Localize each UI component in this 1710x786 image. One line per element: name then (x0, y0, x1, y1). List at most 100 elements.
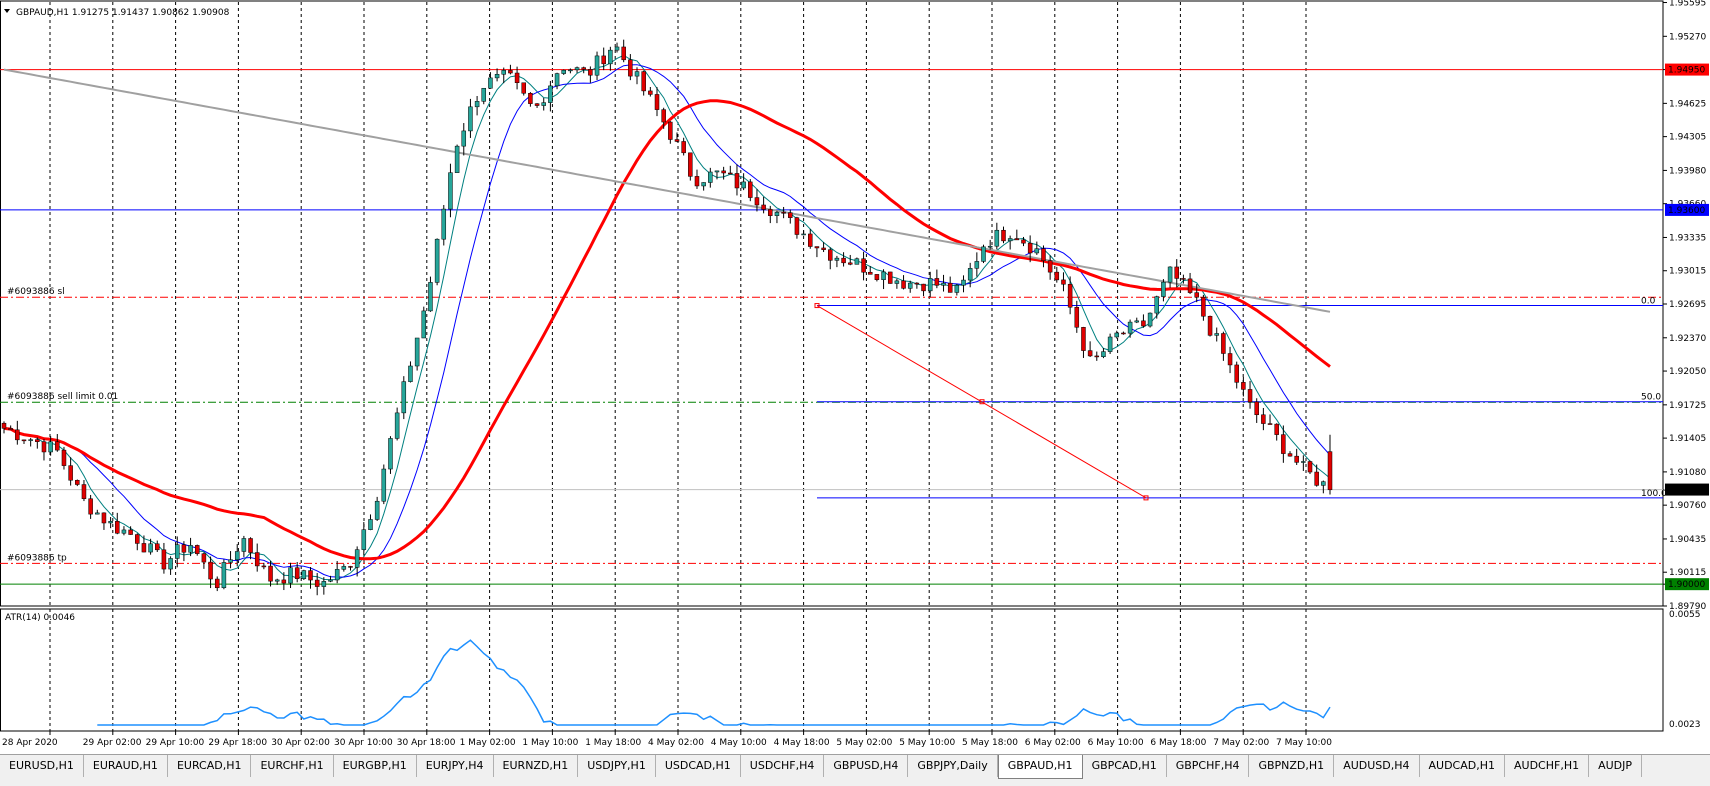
bear-candle (1247, 389, 1253, 403)
time-label: 28 Apr 2020 (2, 738, 58, 748)
bear-candle (21, 439, 27, 442)
bull-candle (708, 171, 713, 183)
fib-end-handle[interactable] (1143, 495, 1149, 501)
price-chart[interactable]: 0.0 50.0 100.0 ATR(14) 0.0046 1.95595 1.952… (0, 0, 1710, 754)
bull-candle (168, 558, 173, 570)
bear-candle (1087, 350, 1093, 357)
candlesticks (1, 39, 1333, 596)
bear-candle (1061, 279, 1066, 285)
bear-candle (748, 181, 753, 198)
symbol-tab[interactable]: AUDCAD,H1 (1420, 755, 1506, 777)
bear-candle (1194, 292, 1199, 298)
symbol-tab[interactable]: EURNZD,H1 (494, 755, 579, 777)
fibonacci-retracement[interactable]: 0.0 50.0 100.0 (814, 297, 1667, 501)
bear-candle (674, 139, 680, 142)
bull-candle (774, 212, 780, 216)
price-tick-label: 1.91080 (1669, 468, 1706, 478)
bear-candle (841, 257, 846, 264)
bull-candle (334, 569, 340, 581)
bear-candle (81, 484, 87, 499)
symbol-tab[interactable]: EURUSD,H1 (0, 755, 84, 777)
time-label: 4 May 10:00 (711, 738, 767, 748)
fib-level-label: 100.0 (1641, 489, 1667, 499)
bull-candle (361, 529, 367, 550)
symbol-tab[interactable]: AUDCHF,H1 (1505, 755, 1590, 777)
bull-candle (188, 545, 193, 553)
bear-candle (1287, 453, 1293, 457)
bull-candle (301, 570, 307, 579)
atr-indicator: ATR(14) 0.0046 (5, 613, 1331, 726)
bull-candle (441, 208, 447, 240)
fib-trend-line[interactable] (816, 305, 1147, 499)
bull-candle (1167, 266, 1173, 283)
symbol-tab[interactable]: EURCAD,H1 (168, 755, 252, 777)
fib-anchor-handle[interactable] (814, 303, 820, 309)
symbol-tab[interactable]: USDCAD,H1 (656, 755, 741, 777)
chart-menu-icon[interactable] (4, 9, 10, 13)
bear-candle (1074, 306, 1080, 328)
time-label: 7 May 10:00 (1276, 738, 1332, 748)
symbol-tab[interactable]: EURCHF,H1 (251, 755, 334, 777)
bull-candle (421, 310, 427, 339)
bear-candle (181, 544, 187, 553)
bear-candle (214, 578, 220, 589)
moving-average-line (3, 64, 1331, 578)
bear-candle (734, 173, 740, 189)
symbol-tab[interactable]: USDJPY,H1 (578, 755, 656, 777)
bull-candle (288, 567, 293, 584)
level-price-box (1665, 578, 1709, 591)
price-tick-label: 1.94625 (1669, 99, 1706, 109)
symbol-tab[interactable]: GBPNZD,H1 (1249, 755, 1335, 777)
bull-candle (454, 145, 460, 173)
bull-candle (368, 519, 373, 530)
bull-candle (1321, 481, 1326, 486)
level-price-label: 1.90000 (1668, 580, 1705, 590)
fib-mid-handle[interactable] (979, 399, 985, 405)
symbol-tab[interactable]: EURGBP,H1 (334, 755, 417, 777)
bear-candle (1234, 364, 1239, 383)
time-label: 4 May 18:00 (774, 738, 830, 748)
symbol-tab[interactable]: AUDUSD,H4 (1334, 755, 1420, 777)
price-tick-label: 1.91725 (1669, 401, 1706, 411)
symbol-tab[interactable]: AUDJP (1589, 755, 1643, 777)
symbol-tab[interactable]: GBPCHF,H4 (1167, 755, 1250, 777)
bull-candle (941, 282, 946, 286)
symbol-tab[interactable]: EURAUD,H1 (84, 755, 168, 777)
bear-candle (601, 55, 606, 65)
grid (0, 0, 1664, 732)
bull-candle (608, 49, 613, 65)
bear-candle (254, 552, 260, 567)
bear-candle (528, 93, 533, 104)
bear-candle (861, 258, 866, 273)
symbol-tab[interactable]: EURJPY,H4 (417, 755, 494, 777)
bear-candle (41, 441, 47, 453)
bear-candle (135, 534, 140, 544)
bull-candle (568, 69, 573, 72)
bull-candle (228, 559, 233, 563)
order-line-label: #6093886 sl (7, 287, 65, 297)
time-label: 1 May 18:00 (585, 738, 641, 748)
bear-candle (1, 422, 7, 429)
symbol-tab[interactable]: GBPJPY,Daily (908, 755, 998, 777)
bear-candle (641, 71, 646, 92)
time-label: 29 Apr 10:00 (146, 738, 205, 748)
bull-candle (741, 181, 746, 189)
symbol-tab[interactable]: GBPCAD,H1 (1083, 755, 1167, 777)
bull-candle (548, 85, 553, 103)
time-label: 30 Apr 02:00 (271, 738, 330, 748)
bear-candle (194, 545, 200, 554)
bear-candle (668, 121, 673, 140)
time-label: 4 May 02:00 (648, 738, 704, 748)
price-tick-label: 1.93015 (1669, 267, 1706, 277)
bear-candle (781, 212, 786, 214)
bear-candle (688, 152, 693, 177)
bull-candle (274, 579, 280, 582)
symbol-tab[interactable]: GBPAUD,H1 (997, 755, 1083, 779)
bear-candle (788, 212, 793, 218)
bear-candle (161, 549, 167, 570)
symbol-tab[interactable]: GBPUSD,H4 (824, 755, 909, 777)
symbol-tab[interactable]: USDCHF,H4 (741, 755, 825, 777)
bear-candle (1274, 423, 1279, 435)
bear-candle (35, 439, 40, 442)
bull-candle (48, 441, 53, 453)
